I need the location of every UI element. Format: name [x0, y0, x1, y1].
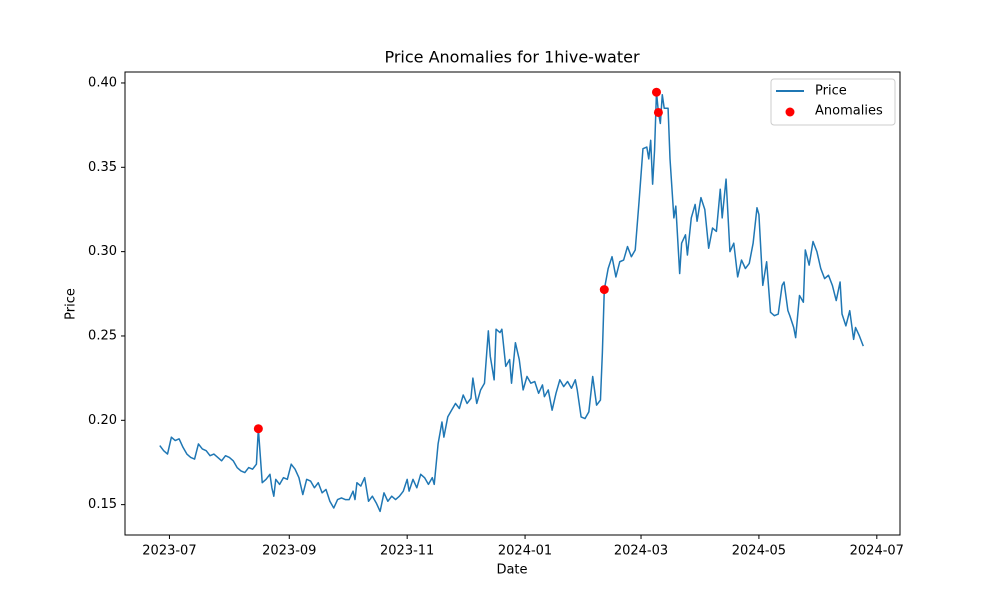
anomaly-point	[651, 87, 661, 97]
y-tick-label: 0.15	[88, 497, 117, 512]
x-tick-label: 2024-07	[850, 544, 904, 559]
y-axis-label: Price	[64, 288, 79, 320]
legend-label: Anomalies	[815, 104, 883, 119]
y-tick-label: 0.20	[88, 413, 117, 428]
x-tick-label: 2023-07	[142, 544, 196, 559]
legend-label: Price	[815, 84, 847, 99]
x-tick-label: 2024-03	[614, 544, 668, 559]
chart-title: Price Anomalies for 1hive-water	[384, 48, 639, 67]
y-tick-label: 0.30	[88, 244, 117, 259]
anomaly-point	[599, 285, 609, 295]
y-tick-label: 0.40	[88, 75, 117, 90]
x-tick-label: 2023-11	[380, 544, 434, 559]
anomaly-point	[653, 107, 663, 117]
x-tick-label: 2024-01	[498, 544, 552, 559]
plot-frame	[124, 71, 901, 536]
x-tick-label: 2023-09	[262, 544, 316, 559]
y-tick-label: 0.25	[88, 328, 117, 343]
legend-marker	[785, 107, 795, 117]
y-tick-label: 0.35	[88, 160, 117, 175]
x-axis-label: Date	[496, 563, 527, 578]
price-line	[159, 91, 864, 513]
anomaly-point	[253, 424, 263, 434]
x-tick-label: 2024-05	[732, 544, 786, 559]
